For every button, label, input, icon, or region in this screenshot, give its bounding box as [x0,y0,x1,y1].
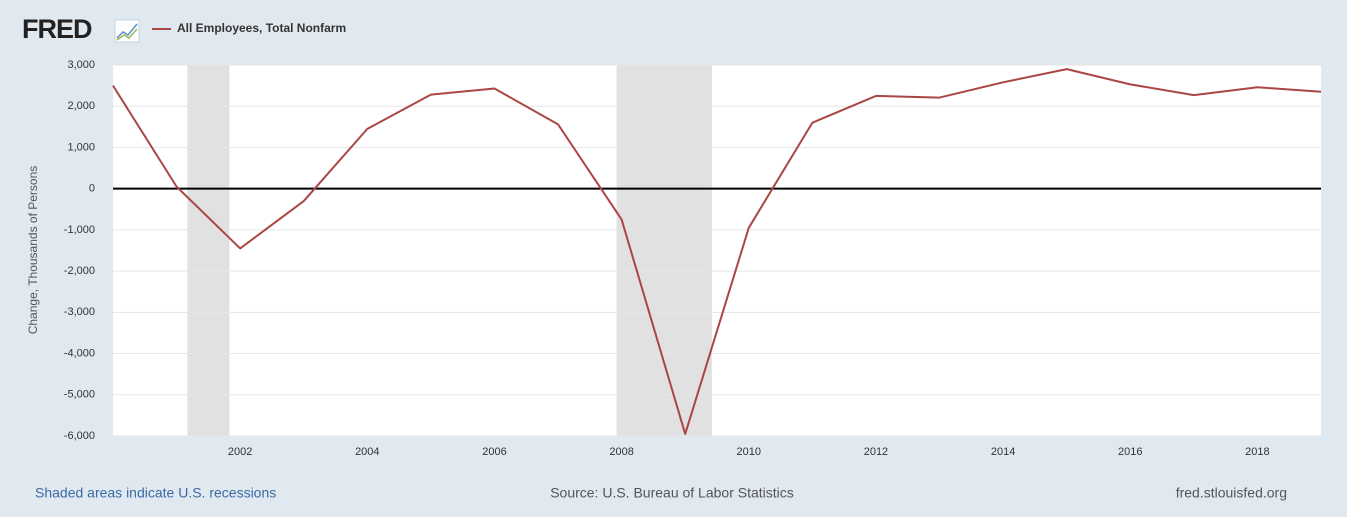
y-axis-label: Change, Thousands of Persons [26,166,40,335]
y-tick-label: 1,000 [67,141,95,153]
recession-band [187,65,230,436]
y-tick-label: -4,000 [64,347,95,359]
y-tick-label: 2,000 [67,100,95,112]
y-tick-label: -3,000 [64,306,95,318]
y-tick-label: -1,000 [64,224,95,236]
plot-area [113,65,1321,436]
y-tick-label: 0 [89,183,95,195]
x-tick-label: 2018 [1245,446,1269,458]
footer-source: Source: U.S. Bureau of Labor Statistics [550,485,794,501]
series-line [112,68,1322,435]
x-tick-label: 2012 [864,446,888,458]
y-tick-label: -2,000 [64,265,95,277]
x-tick-label: 2002 [228,446,252,458]
x-tick-label: 2010 [737,446,761,458]
y-tick-label: 3,000 [67,59,95,71]
legend-label: All Employees, Total Nonfarm [177,21,346,35]
footer-note[interactable]: Shaded areas indicate U.S. recessions [35,485,276,501]
x-tick-label: 2014 [991,446,1015,458]
x-tick-label: 2016 [1118,446,1142,458]
x-tick-label: 2004 [355,446,379,458]
logo: FRED [22,14,92,44]
y-tick-label: -5,000 [64,389,95,401]
x-tick-label: 2006 [482,446,506,458]
logo-icon [114,19,140,43]
recession-band [616,65,712,436]
footer-url[interactable]: fred.stlouisfed.org [1176,485,1287,501]
x-tick-label: 2008 [609,446,633,458]
y-tick-label: -6,000 [64,430,95,442]
